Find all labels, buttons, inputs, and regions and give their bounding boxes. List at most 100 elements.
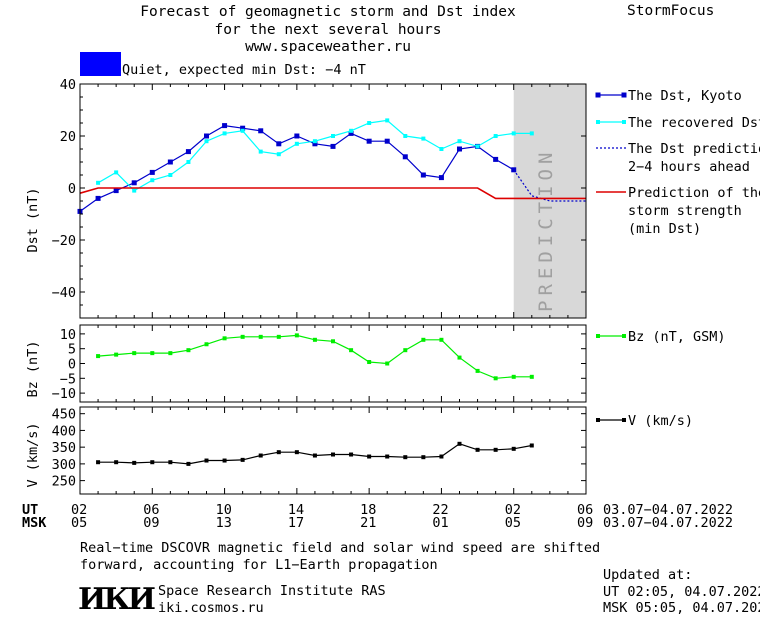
data-point xyxy=(95,195,101,201)
data-point xyxy=(96,180,101,185)
data-point xyxy=(493,134,498,138)
series-line-1-0 xyxy=(98,334,532,379)
updated-ut: UT 02:05, 04.07.2022 xyxy=(603,584,760,600)
y-tick-label: 5 xyxy=(68,342,76,358)
data-point xyxy=(258,453,263,458)
ut-tick-label: 14 xyxy=(287,502,305,518)
legend-label-dst_recovered: The recovered Dst xyxy=(628,115,760,131)
y-tick-label: −40 xyxy=(52,285,76,301)
data-point xyxy=(294,141,299,146)
data-point xyxy=(150,178,155,183)
legend-label-dst_pred_1: The Dst prediction xyxy=(628,141,760,157)
ut-axis-label: UT xyxy=(22,502,39,518)
data-point xyxy=(421,455,426,460)
msk-tick-label: 21 xyxy=(360,515,377,531)
data-point xyxy=(258,128,264,134)
data-point xyxy=(511,374,516,379)
data-point xyxy=(439,337,444,342)
data-point xyxy=(439,147,444,151)
title-line-2: for the next several hours xyxy=(214,22,442,38)
data-point xyxy=(150,460,155,465)
data-point xyxy=(294,450,299,455)
source-url[interactable]: www.spaceweather.ru xyxy=(245,39,411,55)
data-point xyxy=(276,141,282,147)
data-point xyxy=(240,457,245,462)
legend-label-v: V (km/s) xyxy=(628,413,693,429)
data-point xyxy=(367,360,372,365)
data-point xyxy=(475,447,480,452)
data-point xyxy=(240,334,245,339)
panel-frame xyxy=(79,324,587,403)
legend-marker xyxy=(596,418,600,422)
data-point xyxy=(331,452,335,457)
legend-marker xyxy=(622,418,626,422)
data-point xyxy=(385,361,390,366)
data-point xyxy=(421,337,426,342)
data-point xyxy=(276,152,281,157)
data-point xyxy=(457,146,462,152)
data-point xyxy=(204,342,209,347)
data-point xyxy=(349,128,354,133)
brand-name: StormFocus xyxy=(627,3,715,19)
ut-tick-label: 06 xyxy=(577,502,594,518)
data-point xyxy=(114,352,119,357)
footer-note-line-1: Real−time DSCOVR magnetic field and sola… xyxy=(80,540,601,556)
series-line-0-3 xyxy=(79,187,586,200)
institute-name: Space Research Institute RAS xyxy=(158,583,386,599)
data-point xyxy=(312,139,317,144)
legend-label-dst_kyoto: The Dst, Kyoto xyxy=(628,88,742,104)
data-point xyxy=(348,130,354,136)
data-point xyxy=(131,180,137,186)
y-tick-label: 0 xyxy=(68,181,76,197)
msk-tick-label: 01 xyxy=(432,515,449,531)
updated-msk: MSK 05:05, 04.07.2022 xyxy=(603,600,760,616)
legend-label-storm_3: (min Dst) xyxy=(628,221,701,237)
data-point xyxy=(294,133,300,139)
data-point xyxy=(240,128,245,133)
msk-axis-label: MSK xyxy=(22,515,47,531)
ut-tick-label: 10 xyxy=(215,502,232,518)
legend-label-dst_pred_2: 2−4 hours ahead xyxy=(628,159,750,175)
data-point xyxy=(403,348,408,353)
data-point xyxy=(132,460,137,465)
legend-marker xyxy=(596,334,600,338)
legend-marker xyxy=(622,120,626,124)
y-tick-label: 400 xyxy=(52,423,76,439)
msk-tick-label: 09 xyxy=(143,515,160,531)
data-point xyxy=(493,447,498,452)
data-point xyxy=(222,131,227,136)
data-point xyxy=(186,160,191,164)
data-point xyxy=(511,446,516,451)
data-point xyxy=(493,156,499,162)
data-point xyxy=(330,143,336,149)
data-point xyxy=(222,458,227,463)
y-tick-label: 300 xyxy=(52,457,76,473)
data-point xyxy=(475,144,480,149)
y-tick-label: 250 xyxy=(52,474,76,490)
data-point xyxy=(403,134,408,138)
data-point xyxy=(167,159,173,165)
data-point xyxy=(168,173,173,177)
data-point xyxy=(475,368,480,373)
data-point xyxy=(457,441,462,446)
dst-axis-label: Dst (nT) xyxy=(25,187,41,252)
status-text: Quiet, expected min Dst: −4 nT xyxy=(122,62,366,78)
msk-date-range: 03.07−04.07.2022 xyxy=(603,515,734,531)
data-point xyxy=(276,450,281,455)
data-point xyxy=(168,460,173,465)
data-point xyxy=(186,461,191,466)
data-point xyxy=(439,454,444,459)
panel-frame xyxy=(79,83,587,319)
data-point xyxy=(402,154,408,160)
y-tick-label: 0 xyxy=(68,357,76,373)
data-point xyxy=(222,336,227,341)
legend-label-bz: Bz (nT, GSM) xyxy=(628,329,726,345)
data-point xyxy=(457,355,462,360)
legend-marker xyxy=(622,334,626,338)
data-point xyxy=(312,337,317,342)
ut-date-range: 03.07−04.07.2022 xyxy=(603,502,734,518)
data-point xyxy=(421,136,426,141)
data-point xyxy=(312,141,318,147)
institute-site[interactable]: iki.cosmos.ru xyxy=(158,600,264,616)
data-point xyxy=(113,188,119,194)
